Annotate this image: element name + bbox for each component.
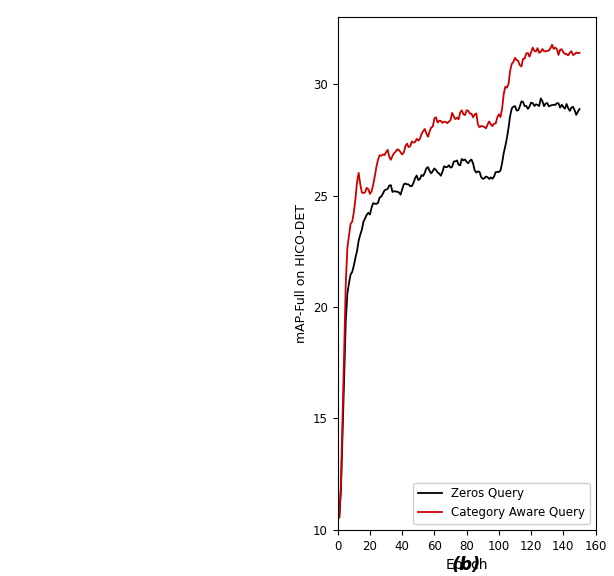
Text: (b): (b) xyxy=(452,556,481,574)
Zeros Query xyxy=(537,95,545,102)
Category Aware Query xyxy=(431,115,438,122)
Line: Category Aware Query: Category Aware Query xyxy=(340,45,580,518)
Zeros Query xyxy=(576,105,583,112)
X-axis label: Epoch: Epoch xyxy=(445,558,488,572)
Category Aware Query xyxy=(502,84,509,90)
Zeros Query xyxy=(461,156,468,163)
Zeros Query xyxy=(471,167,478,174)
Zeros Query xyxy=(431,165,438,172)
Zeros Query xyxy=(502,143,509,150)
Legend: Zeros Query, Category Aware Query: Zeros Query, Category Aware Query xyxy=(413,483,589,524)
Category Aware Query xyxy=(576,50,583,56)
Zeros Query xyxy=(534,101,542,108)
Category Aware Query xyxy=(336,514,343,521)
Y-axis label: mAP-Full on HICO-DET: mAP-Full on HICO-DET xyxy=(295,204,308,343)
Category Aware Query xyxy=(414,137,422,144)
Zeros Query xyxy=(336,513,343,520)
Category Aware Query xyxy=(461,112,468,119)
Category Aware Query xyxy=(534,45,542,52)
Zeros Query xyxy=(414,177,422,184)
Category Aware Query xyxy=(471,111,478,118)
Category Aware Query xyxy=(548,41,556,48)
Line: Zeros Query: Zeros Query xyxy=(340,98,580,517)
